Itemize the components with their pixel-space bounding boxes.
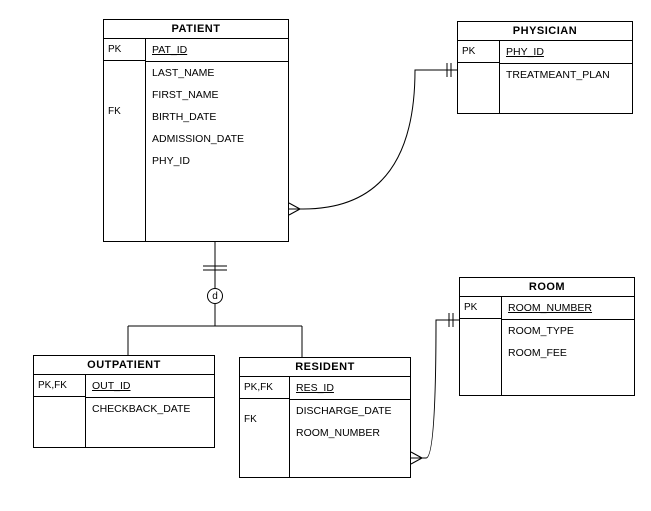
entity-title: PATIENT bbox=[104, 20, 288, 39]
er-diagram-canvas: PATIENTPKFKPAT_IDLAST_NAMEFIRST_NAMEBIRT… bbox=[0, 0, 651, 511]
attribute-cell: CHECKBACK_DATE bbox=[86, 398, 214, 420]
entity-title: PHYSICIAN bbox=[458, 22, 632, 41]
entity-outpatient: OUTPATIENTPK,FKOUT_IDCHECKBACK_DATE bbox=[33, 355, 215, 448]
key-cell bbox=[104, 61, 145, 71]
key-cell: PK bbox=[458, 41, 499, 63]
key-cell bbox=[458, 63, 499, 73]
entity-room: ROOMPKROOM_NUMBERROOM_TYPEROOM_FEE bbox=[459, 277, 635, 396]
attribute-cell: ROOM_NUMBER bbox=[502, 297, 634, 320]
key-cell bbox=[104, 91, 145, 101]
entity-physician: PHYSICIANPKPHY_IDTREATMEANT_PLAN bbox=[457, 21, 633, 114]
key-cell: PK bbox=[460, 297, 501, 319]
entity-patient: PATIENTPKFKPAT_IDLAST_NAMEFIRST_NAMEBIRT… bbox=[103, 19, 289, 242]
key-cell: PK,FK bbox=[34, 375, 85, 397]
key-cell bbox=[104, 71, 145, 81]
attribute-column: PAT_IDLAST_NAMEFIRST_NAMEBIRTH_DATEADMIS… bbox=[146, 39, 288, 241]
attribute-column: PHY_IDTREATMEANT_PLAN bbox=[500, 41, 632, 113]
key-cell bbox=[34, 397, 85, 407]
connector-resident-room bbox=[411, 313, 459, 464]
key-cell bbox=[104, 81, 145, 91]
key-column: PK bbox=[460, 297, 502, 395]
key-cell: FK bbox=[240, 409, 289, 430]
key-cell bbox=[460, 329, 501, 339]
attribute-cell: RES_ID bbox=[290, 377, 410, 400]
attribute-column: ROOM_NUMBERROOM_TYPEROOM_FEE bbox=[502, 297, 634, 395]
entity-title: OUTPATIENT bbox=[34, 356, 214, 375]
key-cell: FK bbox=[104, 101, 145, 122]
disjoint-symbol: d bbox=[207, 288, 223, 304]
connector-patient-physician bbox=[289, 63, 457, 215]
key-cell bbox=[240, 399, 289, 409]
attribute-cell: FIRST_NAME bbox=[146, 84, 288, 106]
attribute-cell: LAST_NAME bbox=[146, 62, 288, 84]
key-cell: PK,FK bbox=[240, 377, 289, 399]
attribute-cell: OUT_ID bbox=[86, 375, 214, 398]
disjoint-label: d bbox=[212, 291, 218, 302]
attribute-column: RES_IDDISCHARGE_DATEROOM_NUMBER bbox=[290, 377, 410, 477]
entity-title: ROOM bbox=[460, 278, 634, 297]
attribute-cell: BIRTH_DATE bbox=[146, 106, 288, 128]
attribute-cell: PAT_ID bbox=[146, 39, 288, 62]
entity-title: RESIDENT bbox=[240, 358, 410, 377]
attribute-cell: DISCHARGE_DATE bbox=[290, 400, 410, 422]
connector-patient-disjoint bbox=[203, 241, 227, 288]
attribute-cell: ADMISSION_DATE bbox=[146, 128, 288, 150]
key-column: PK bbox=[458, 41, 500, 113]
entity-resident: RESIDENTPK,FK FKRES_IDDISCHARGE_DATEROOM_… bbox=[239, 357, 411, 478]
key-cell: PK bbox=[104, 39, 145, 61]
key-column: PK,FK FK bbox=[240, 377, 290, 477]
key-column: PK,FK bbox=[34, 375, 86, 447]
attribute-cell: TREATMEANT_PLAN bbox=[500, 64, 632, 86]
key-cell bbox=[460, 319, 501, 329]
attribute-cell: ROOM_NUMBER bbox=[290, 422, 410, 444]
attribute-cell: ROOM_TYPE bbox=[502, 320, 634, 342]
attribute-column: OUT_IDCHECKBACK_DATE bbox=[86, 375, 214, 447]
attribute-cell: PHY_ID bbox=[146, 150, 288, 172]
attribute-cell: PHY_ID bbox=[500, 41, 632, 64]
attribute-cell: ROOM_FEE bbox=[502, 342, 634, 364]
connector-disjoint-children bbox=[128, 304, 302, 357]
key-column: PK FK bbox=[104, 39, 146, 241]
